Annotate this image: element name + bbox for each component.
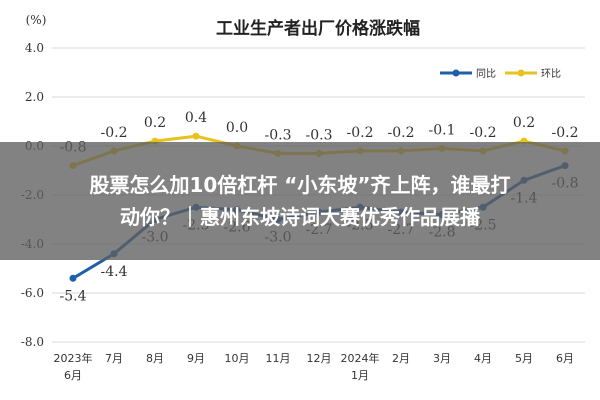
data-label-1-4: 0.0 (226, 120, 248, 136)
data-label-1-3: 0.4 (185, 110, 207, 126)
x-tick-label: 2月 (392, 352, 410, 365)
x-tick-label: 5月 (515, 352, 533, 365)
x-tick-label: 4月 (474, 352, 492, 365)
x-tick-label: 11月 (266, 352, 291, 365)
x-tick-label: 9月 (187, 352, 205, 365)
x-tick-label: 2023年 6月 (54, 351, 93, 382)
x-tick-label: 2024年 1月 (341, 351, 380, 382)
y-tick-label: -6.0 (21, 286, 44, 300)
headline-line-2[interactable]: 动你？｜惠州东坡诗词大赛优秀作品展播 (120, 205, 480, 229)
data-label-1-8: -0.2 (388, 125, 415, 141)
legend: 同比 环比 (440, 68, 561, 80)
legend-marker-mom (517, 69, 525, 77)
data-point-0-0 (69, 274, 77, 282)
data-label-1-9: -0.1 (429, 122, 456, 138)
data-label-1-5: -0.3 (265, 127, 292, 143)
legend-label-mom: 环比 (541, 68, 561, 80)
y-tick-label: -8.0 (21, 335, 44, 349)
y-tick-label: 2.0 (25, 90, 44, 104)
data-label-1-2: 0.2 (144, 115, 166, 131)
legend-label-yoy: 同比 (476, 68, 496, 80)
y-tick-label: 4.0 (25, 41, 44, 55)
data-label-0-0: -5.4 (60, 288, 87, 304)
x-tick-label: 6月 (556, 352, 574, 365)
data-label-1-7: -0.2 (347, 125, 374, 141)
headline-overlay[interactable]: 股票怎么加10倍杠杆 “小东坡”齐上阵，谁最打 动你？｜惠州东坡诗词大赛优秀作品… (0, 142, 600, 260)
x-tick-label: 8月 (146, 352, 164, 365)
x-axis-ticks: 2023年 6月 7月 8月 9月 10月 11月 12月 2024年 1月 2月 3月 4月 5月 6月 (54, 351, 575, 382)
legend-marker-yoy (452, 69, 460, 77)
data-label-1-1: -0.2 (101, 125, 128, 141)
headline-line-1[interactable]: 股票怎么加10倍杠杆 “小东坡”齐上阵，谁最打 (89, 173, 511, 197)
x-tick-label: 12月 (307, 352, 332, 365)
data-label-1-11: 0.2 (513, 115, 535, 131)
x-tick-label: 3月 (433, 352, 451, 365)
data-label-1-10: -0.2 (470, 125, 497, 141)
data-point-1-3 (192, 132, 200, 140)
chart-title: 工业生产者出厂价格涨跌幅 (216, 18, 420, 39)
data-label-1-6: -0.3 (306, 127, 333, 143)
data-label-1-12: -0.2 (552, 125, 579, 141)
x-tick-label: 7月 (105, 352, 123, 365)
y-unit-label: (%) (26, 13, 47, 27)
x-tick-label: 10月 (225, 352, 250, 365)
data-label-0-1: -4.4 (101, 264, 128, 280)
